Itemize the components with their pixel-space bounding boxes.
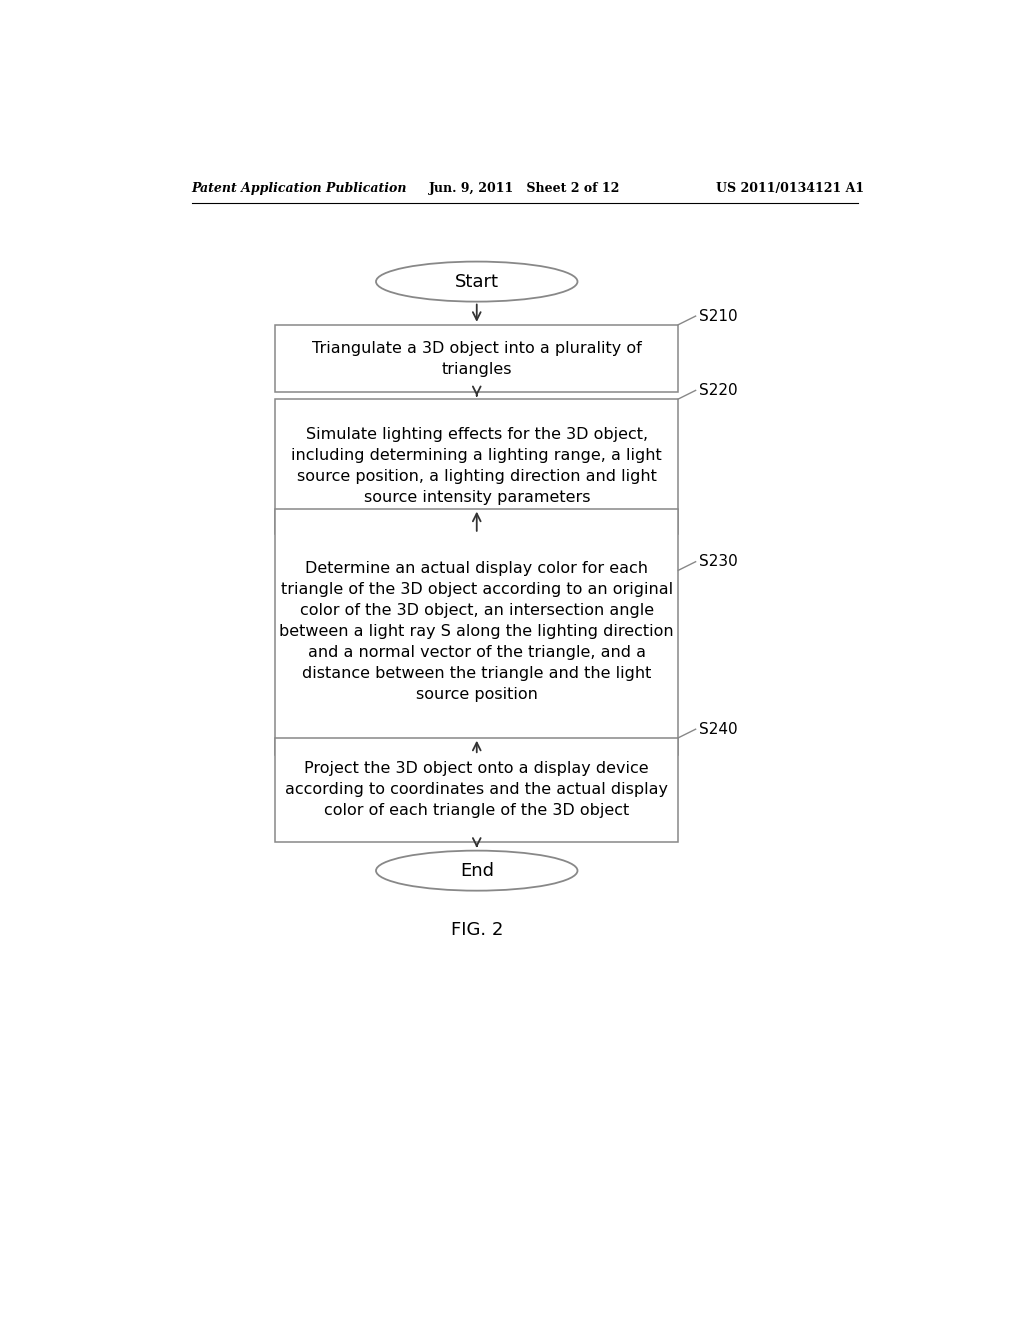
Text: S210: S210 (698, 309, 737, 323)
Ellipse shape (376, 261, 578, 302)
Text: S230: S230 (698, 554, 737, 569)
Text: US 2011/0134121 A1: US 2011/0134121 A1 (716, 182, 864, 194)
Text: S240: S240 (698, 722, 737, 737)
Ellipse shape (376, 850, 578, 891)
Text: Patent Application Publication: Patent Application Publication (191, 182, 408, 194)
FancyBboxPatch shape (275, 508, 678, 755)
FancyBboxPatch shape (275, 325, 678, 392)
Text: Start: Start (455, 273, 499, 290)
Text: FIG. 2: FIG. 2 (451, 921, 503, 939)
Text: Simulate lighting effects for the 3D object,
including determining a lighting ra: Simulate lighting effects for the 3D obj… (292, 428, 663, 506)
Text: S220: S220 (698, 383, 737, 397)
Text: End: End (460, 862, 494, 879)
Text: Triangulate a 3D object into a plurality of
triangles: Triangulate a 3D object into a plurality… (312, 341, 642, 376)
Text: Project the 3D object onto a display device
according to coordinates and the act: Project the 3D object onto a display dev… (286, 762, 669, 818)
FancyBboxPatch shape (275, 399, 678, 533)
Text: Determine an actual display color for each
triangle of the 3D object according t: Determine an actual display color for ea… (280, 561, 674, 702)
Text: Jun. 9, 2011   Sheet 2 of 12: Jun. 9, 2011 Sheet 2 of 12 (429, 182, 621, 194)
FancyBboxPatch shape (275, 738, 678, 842)
